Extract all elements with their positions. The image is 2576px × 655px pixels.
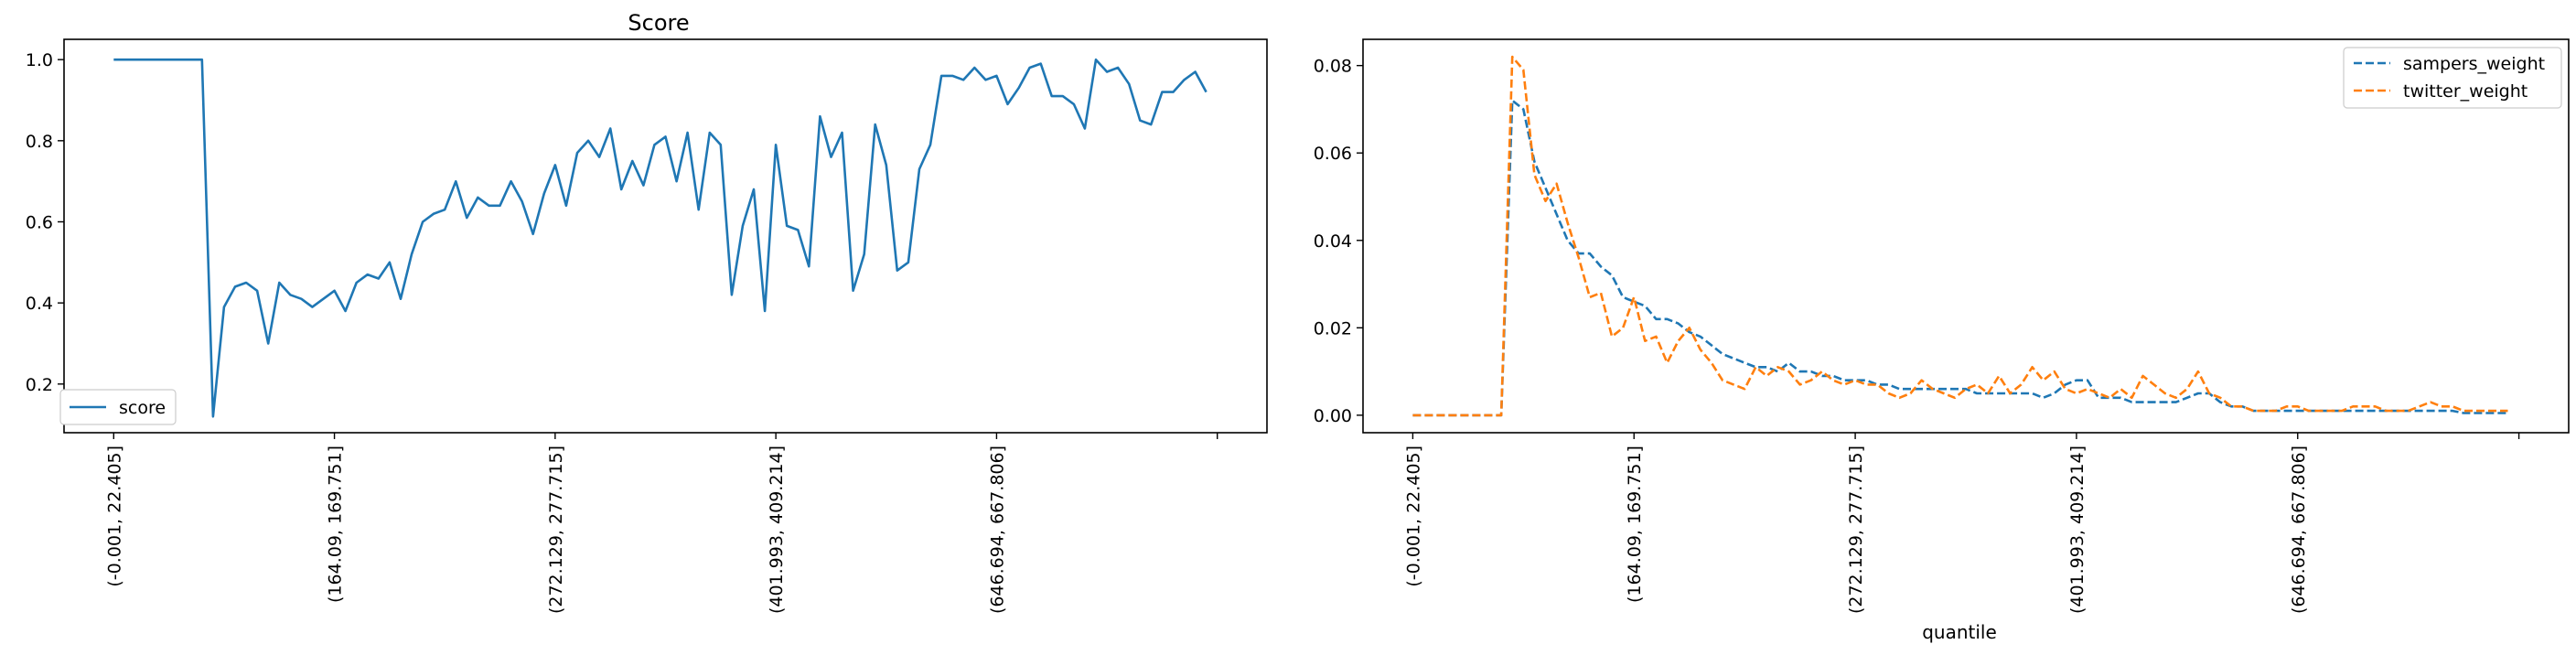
x-tick-label: (401.993, 409.214] — [2067, 446, 2088, 614]
series-layer — [113, 58, 1208, 418]
y-axis: 0.00 0.02 0.04 0.06 0.08 — [1314, 57, 1363, 426]
x-tick-label: (272.129, 277.715] — [1846, 446, 1866, 614]
y-tick-label: 0.2 — [26, 375, 53, 395]
series-line-sampers-weight — [1412, 99, 2508, 417]
y-tick-label: 0.02 — [1314, 318, 1352, 338]
x-tick-label: (401.993, 409.214] — [767, 446, 787, 614]
series-line-twitter-weight — [1412, 55, 2508, 417]
x-tick-label: (272.129, 277.715] — [546, 446, 566, 614]
weights-chart: 0.00 0.02 0.04 0.06 0.08 (-0.001, 22.405] (16… — [1314, 38, 2570, 643]
x-tick-label: (646.694, 667.806] — [987, 446, 1007, 614]
y-tick-label: 1.0 — [26, 50, 53, 70]
y-tick-label: 0.00 — [1314, 406, 1352, 426]
x-tick-label: (-0.001, 22.405] — [104, 446, 124, 587]
x-axis-label: quantile — [1922, 621, 1997, 643]
legend-label-twitter-weight: twitter_weight — [2403, 81, 2528, 102]
x-tick-label: (646.694, 667.806] — [2289, 446, 2309, 614]
y-tick-label: 0.4 — [26, 294, 53, 314]
y-axis: 0.2 0.4 0.6 0.8 1.0 — [26, 50, 64, 395]
plot-frame — [63, 38, 1268, 434]
chart-title: Score — [628, 10, 689, 36]
y-tick-label: 0.08 — [1314, 57, 1352, 77]
legend-label-sampers-weight: sampers_weight — [2403, 54, 2545, 74]
y-tick-label: 0.8 — [26, 132, 53, 152]
legend-box — [59, 389, 177, 425]
x-tick-label: (164.09, 169.751] — [326, 446, 346, 603]
plot-frame — [1362, 38, 2570, 434]
legend-label-score: score — [119, 398, 166, 418]
legend: sampers_weight twitter_weight — [2343, 47, 2562, 109]
y-tick-label: 0.6 — [26, 212, 53, 232]
y-tick-label: 0.06 — [1314, 144, 1352, 164]
x-tick-label: (164.09, 169.751] — [1625, 446, 1645, 603]
x-axis: (-0.001, 22.405] (164.09, 169.751] (272.12… — [1403, 433, 2520, 614]
x-tick-label: (-0.001, 22.405] — [1403, 446, 1423, 587]
x-axis: (-0.001, 22.405] (164.09, 169.751] (272.12… — [104, 433, 1218, 614]
score-chart: Score 0.2 0.4 0.6 0.8 1.0 (-0.001, 22.405] (1… — [26, 10, 1268, 614]
series-line-score — [113, 58, 1208, 418]
legend-box — [2343, 47, 2562, 109]
y-tick-label: 0.04 — [1314, 231, 1352, 252]
legend: score — [59, 389, 177, 425]
series-layer — [1412, 55, 2508, 417]
